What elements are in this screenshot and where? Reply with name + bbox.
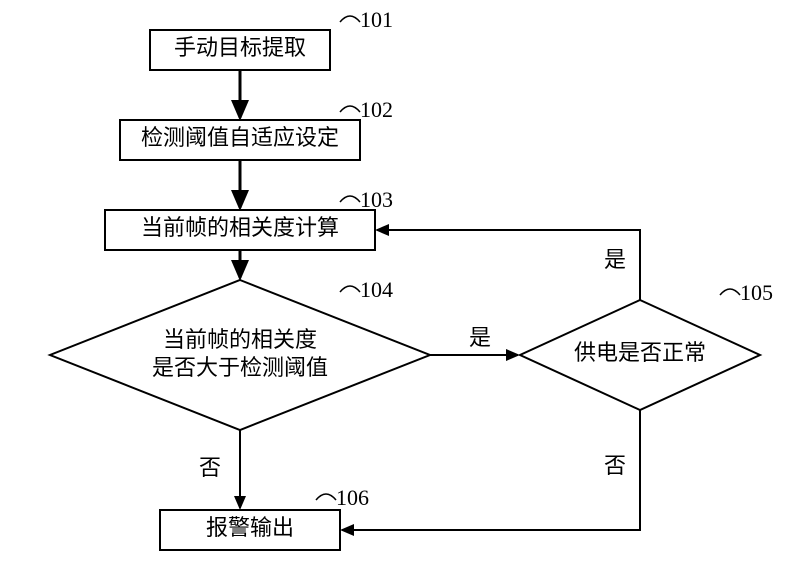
node-101: 手动目标提取 101 [150,7,393,70]
node-105-number: 105 [740,280,773,305]
node-104-line2: 是否大于检测阈值 [152,355,328,380]
node-102: 检测阈值自适应设定 102 [120,97,393,160]
edge-105-103: 是 [377,230,640,300]
node-104: 当前帧的相关度 是否大于检测阈值 104 [50,277,430,430]
edge-104-105-label: 是 [469,325,491,350]
edge-104-105: 是 [430,325,518,355]
node-102-label: 检测阈值自适应设定 [141,125,339,150]
node-105-line1: 供电是否正常 [574,340,706,365]
node-106: 报警输出 106 [160,485,369,550]
edge-105-106-label: 否 [604,453,626,478]
edge-104-106: 否 [199,430,240,508]
node-104-number: 104 [360,277,393,302]
node-104-line1: 当前帧的相关度 [163,327,317,352]
node-103: 当前帧的相关度计算 103 [105,187,393,250]
node-101-number: 101 [360,7,393,32]
node-103-number: 103 [360,187,393,212]
node-103-label: 当前帧的相关度计算 [141,215,339,240]
edge-104-106-label: 否 [199,455,221,480]
node-102-number: 102 [360,97,393,122]
edge-105-106: 否 [342,410,640,530]
node-106-number: 106 [336,485,369,510]
node-106-label: 报警输出 [206,515,294,540]
edge-105-103-label: 是 [604,247,626,272]
node-101-label: 手动目标提取 [174,35,306,60]
node-105: 供电是否正常 105 [520,280,773,410]
